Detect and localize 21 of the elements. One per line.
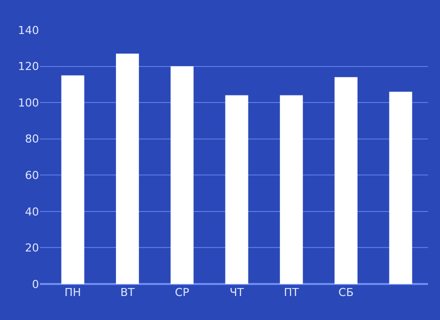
bar [116,54,139,284]
bar [170,66,194,284]
x-tick-label: ВТ [120,286,135,299]
y-tick-label: 60 [25,168,39,182]
y-tick-label: 140 [18,24,39,37]
y-tick-label: 80 [25,132,39,146]
y-tick-label: 0 [32,278,39,291]
x-tick-label: ПТ [284,286,300,299]
bar [280,95,303,284]
x-tick-label: ЧТ [230,286,244,299]
bar [225,95,248,284]
y-tick-label: 120 [18,60,39,74]
x-tick-label: СБ [338,286,354,299]
y-tick-label: 40 [25,205,39,218]
x-tick-label: СР [174,286,190,299]
y-tick-label: 100 [18,96,39,110]
bar [389,92,412,284]
y-tick-label: 20 [25,242,39,255]
x-tick-label: ПН [64,286,82,299]
bar [334,77,358,284]
bar [61,75,84,284]
